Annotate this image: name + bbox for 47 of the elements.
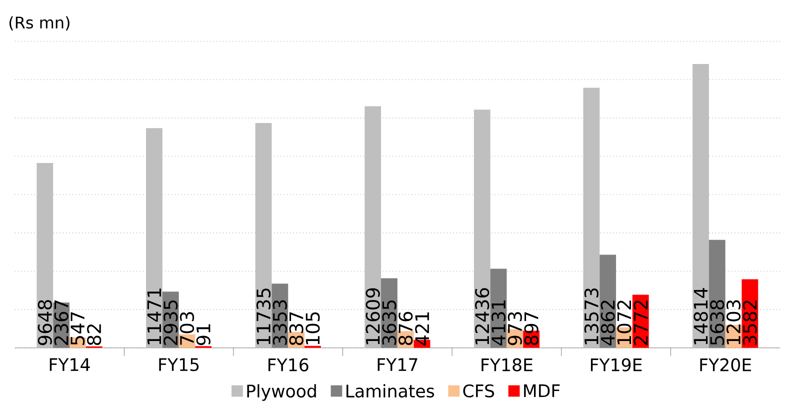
bar	[583, 88, 600, 348]
data-label: 12436	[475, 288, 490, 344]
x-tick-label: FY20E	[700, 358, 751, 372]
data-label: 12609	[366, 288, 380, 344]
bar	[692, 64, 709, 348]
data-label: 3582	[742, 300, 757, 345]
bar	[36, 162, 54, 348]
data-label: 91	[196, 324, 210, 346]
bar	[255, 122, 272, 348]
bar	[146, 128, 162, 348]
data-label: 2367	[54, 300, 68, 345]
data-label: 547	[70, 312, 85, 345]
data-label: 1203	[726, 300, 741, 344]
bar	[474, 109, 490, 348]
data-label: 9648	[38, 300, 52, 346]
x-tick-label: FY16	[268, 358, 308, 372]
data-label: 2935	[164, 300, 178, 345]
data-label: 3635	[382, 300, 396, 345]
legend-label: CFS	[463, 384, 494, 398]
data-label: 876	[398, 312, 413, 345]
data-label: 1072	[617, 300, 632, 344]
data-label: 105	[306, 312, 320, 344]
legend-label: Laminates	[346, 384, 434, 398]
data-label: 11735	[256, 288, 271, 344]
bar	[364, 106, 382, 348]
data-label: 4131	[491, 300, 506, 346]
y-axis-title: (Rs mn)	[9, 16, 70, 30]
data-label: 421	[415, 312, 429, 346]
data-label: 4862	[600, 300, 615, 346]
data-label: 897	[524, 312, 538, 345]
x-tick-label: FY14	[50, 358, 90, 371]
x-tick-label: FY17	[378, 358, 418, 371]
data-label: 11471	[147, 288, 162, 344]
data-label: 82	[87, 324, 102, 345]
data-label: 2772	[634, 300, 648, 345]
x-tick-label: FY15	[159, 358, 199, 372]
x-tick-label: FY18E	[482, 358, 532, 372]
data-label: 837	[289, 312, 304, 345]
data-label: 3353	[272, 300, 287, 345]
data-label: 703	[180, 312, 194, 345]
data-label: 5638	[710, 300, 724, 345]
data-label: 973	[508, 312, 522, 346]
legend-label: Plywood	[247, 384, 316, 401]
legend-label: MDF	[524, 384, 560, 397]
data-label: 14814	[694, 288, 708, 344]
x-tick-label: FY19E	[590, 358, 642, 372]
data-label: 13573	[584, 288, 598, 344]
